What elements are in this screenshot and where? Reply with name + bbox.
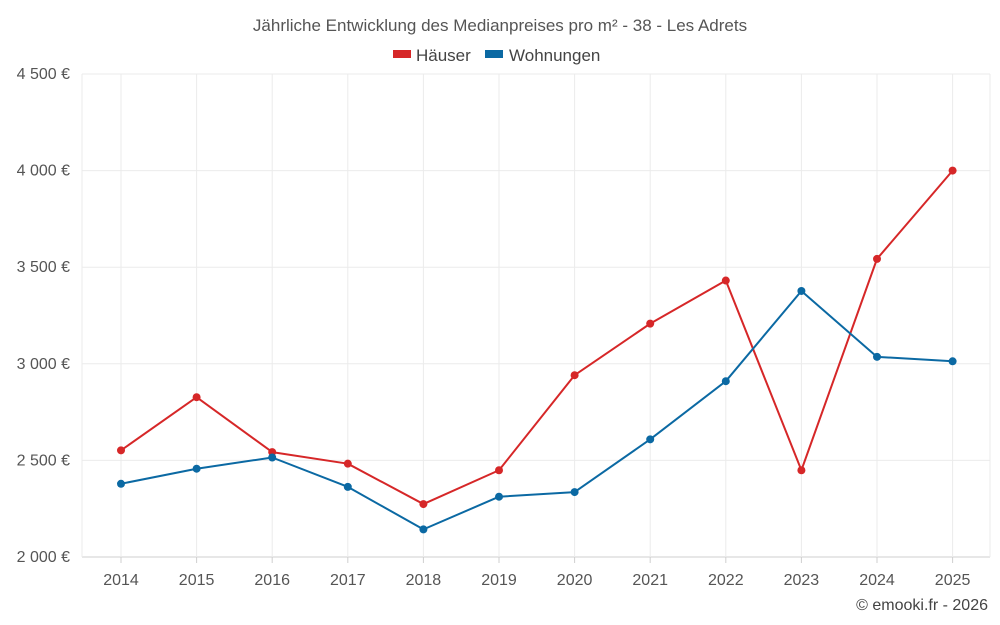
data-point-wohnungen[interactable] (948, 357, 957, 366)
x-tick-label: 2020 (557, 572, 593, 589)
legend-label-wohnungen[interactable]: Wohnungen (509, 46, 600, 65)
series (117, 166, 957, 534)
x-tick-label: 2022 (708, 572, 744, 589)
data-point-haeuser[interactable] (570, 371, 579, 380)
y-tick-label: 3 500 € (17, 259, 70, 276)
y-tick-label: 4 500 € (17, 66, 70, 83)
data-point-haeuser[interactable] (343, 459, 352, 468)
series-line-haeuser (120, 169, 954, 506)
x-tick-label: 2015 (179, 572, 215, 589)
legend-label-haeuser[interactable]: Häuser (416, 46, 471, 65)
data-point-haeuser[interactable] (419, 500, 428, 509)
data-point-wohnungen[interactable] (495, 492, 503, 501)
data-point-wohnungen[interactable] (873, 352, 881, 361)
data-point-haeuser[interactable] (495, 466, 503, 475)
data-point-wohnungen[interactable] (570, 488, 579, 497)
data-point-wohnungen[interactable] (419, 525, 428, 534)
series-line-wohnungen (120, 289, 953, 531)
x-tick-label: 2014 (103, 572, 139, 589)
grid (81, 73, 991, 558)
data-point-haeuser[interactable] (948, 166, 957, 175)
data-point-haeuser[interactable] (117, 446, 125, 455)
data-point-wohnungen[interactable] (721, 377, 730, 386)
y-tick-label: 3 000 € (17, 356, 70, 373)
x-tick-label: 2019 (481, 572, 517, 589)
data-point-wohnungen[interactable] (646, 435, 655, 444)
credit-text: © emooki.fr - 2026 (856, 597, 988, 614)
y-tick-label: 2 000 € (17, 549, 70, 566)
x-tick-label: 2023 (784, 572, 820, 589)
data-point-haeuser[interactable] (721, 276, 730, 285)
legend-swatch-haeuser[interactable] (393, 50, 411, 58)
data-point-haeuser[interactable] (797, 466, 806, 475)
axes: 2 000 € 2 500 € 3 000 € 3 500 € 4 000 € 4 500… (17, 66, 971, 589)
x-tick-label: 2018 (406, 572, 442, 589)
data-point-haeuser[interactable] (873, 254, 881, 263)
data-point-wohnungen[interactable] (192, 464, 201, 473)
x-tick-label: 2016 (254, 572, 290, 589)
data-point-haeuser[interactable] (646, 319, 655, 328)
x-tick-label: 2024 (859, 572, 895, 589)
x-tick-label: 2021 (632, 572, 668, 589)
y-tick-label: 4 000 € (17, 163, 70, 180)
data-point-wohnungen[interactable] (268, 453, 277, 462)
legend[interactable]: Häuser Wohnungen (393, 46, 600, 65)
data-point-wohnungen[interactable] (797, 286, 806, 295)
legend-swatch-wohnungen[interactable] (485, 50, 503, 58)
chart-title: Jährliche Entwicklung des Medianpreises … (253, 16, 747, 35)
data-point-wohnungen[interactable] (117, 479, 125, 488)
x-tick-label: 2017 (330, 572, 366, 589)
y-tick-label: 2 500 € (17, 452, 70, 469)
data-point-wohnungen[interactable] (343, 482, 352, 491)
data-point-haeuser[interactable] (192, 393, 201, 402)
x-tick-label: 2025 (935, 572, 971, 589)
